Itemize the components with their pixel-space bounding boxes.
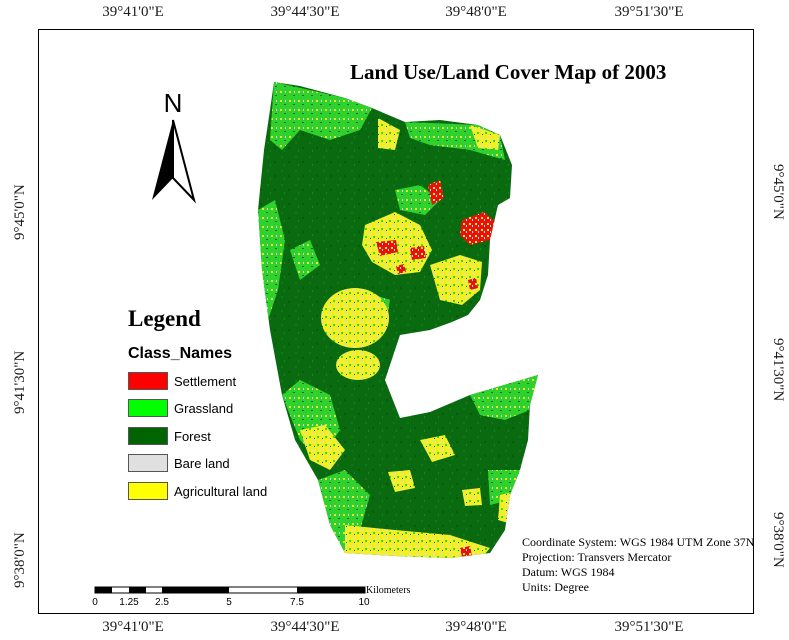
graticule-label-top: 39°48'0"E: [445, 4, 507, 20]
legend-label: Agricultural land: [174, 483, 268, 499]
legend-item-bare-land: Bare land: [128, 453, 230, 473]
grassland-swatch: [128, 399, 168, 417]
scale-label: 7.5: [290, 597, 304, 608]
scale-label: 5: [226, 597, 232, 608]
graticule-label-bottom: 39°48'0"E: [445, 619, 507, 635]
graticule-label-top: 39°41'0"E: [102, 4, 164, 20]
legend-item-forest: Forest: [128, 426, 211, 446]
graticule-label-bottom: 39°44'30"E: [270, 619, 340, 635]
scale-unit: Kilometers: [366, 585, 411, 596]
forest-swatch: [128, 427, 168, 445]
graticule-label-bottom: 39°51'30"E: [614, 619, 684, 635]
legend-title: Legend: [128, 306, 201, 331]
units-text: Units: Degree: [522, 580, 589, 594]
legend-label: Settlement: [174, 373, 237, 389]
agricultural-land-swatch: [128, 482, 168, 500]
scale-label: 10: [358, 597, 370, 608]
north-arrow-icon: N: [152, 90, 196, 204]
legend-item-settlement: Settlement: [128, 371, 236, 391]
graticule-label-bottom: 39°41'0"E: [102, 619, 164, 635]
coordinate-system-text: Coordinate System: WGS 1984 UTM Zone 37N: [522, 535, 755, 549]
datum-text: Datum: WGS 1984: [522, 565, 615, 579]
legend-field-name: Class_Names: [128, 345, 233, 362]
legend-item-grassland: Grassland: [128, 398, 233, 418]
scale-label: 1.25: [119, 597, 139, 608]
settlement-swatch: [128, 372, 168, 390]
north-label: N: [164, 90, 183, 118]
projection-text: Projection: Transvers Mercator: [522, 550, 672, 564]
scale-label: 0: [92, 597, 98, 608]
graticule-label-top: 39°51'30"E: [614, 4, 684, 20]
legend-label: Bare land: [174, 455, 230, 471]
legend-label: Forest: [174, 428, 211, 444]
map-info: Coordinate System: WGS 1984 UTM Zone 37N…: [522, 535, 754, 595]
scale-label: 2.5: [155, 597, 169, 608]
map-title: Land Use/Land Cover Map of 2003: [350, 60, 667, 84]
legend-item-agricultural-land: Agricultural land: [128, 481, 267, 501]
legend-label: Grassland: [174, 400, 234, 416]
graticule-label-top: 39°44'30"E: [270, 4, 340, 20]
bare-land-swatch: [128, 454, 168, 472]
